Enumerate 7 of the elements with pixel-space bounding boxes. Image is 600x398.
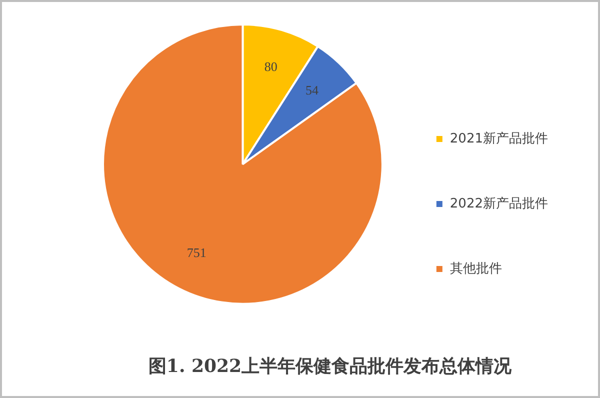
data-label: 751 (186, 245, 206, 260)
legend-label: 2021新产品批件 (450, 131, 548, 146)
data-label: 54 (305, 82, 319, 98)
data-label: 80 (264, 59, 278, 74)
legend-label: 2022新产品批件 (450, 196, 548, 212)
legend-label: 其他批件 (450, 261, 502, 276)
text: 图1. 2022上半年保健食品批件发布总体情况 (148, 356, 513, 377)
